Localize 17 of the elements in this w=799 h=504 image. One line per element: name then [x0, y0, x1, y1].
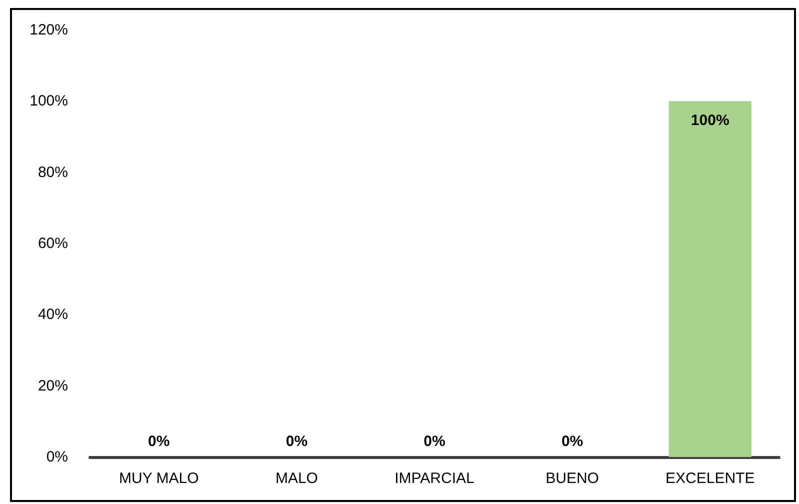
data-label: 0% [561, 433, 584, 450]
x-tick-label: BUENO [546, 470, 599, 487]
x-tick-label: MALO [275, 470, 318, 487]
y-tick-label: 20% [38, 377, 68, 394]
data-label: 0% [424, 433, 446, 450]
y-tick-label: 0% [46, 448, 68, 466]
x-tick-label: EXCELENTE [666, 470, 755, 487]
x-tick-label: MUY MALO [119, 470, 199, 487]
data-label: 0% [286, 433, 308, 450]
y-tick-label: 100% [30, 92, 68, 110]
data-label: 100% [690, 112, 730, 130]
y-tick-label: 80% [38, 164, 68, 181]
y-tick-label: 120% [30, 22, 68, 38]
data-label: 0% [148, 433, 170, 450]
y-tick-label: 40% [38, 306, 68, 324]
y-tick-label: 60% [38, 235, 68, 252]
x-tick-label: IMPARCIAL [394, 470, 474, 487]
